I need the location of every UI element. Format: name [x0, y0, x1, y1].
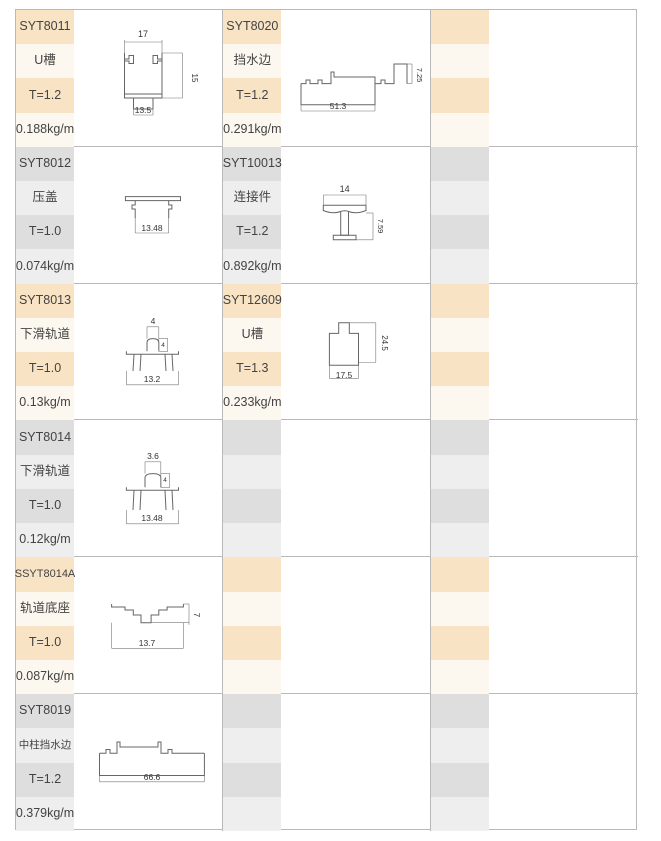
svg-text:13.2: 13.2	[144, 374, 161, 384]
svg-text:17: 17	[138, 29, 148, 39]
svg-text:24.5: 24.5	[380, 335, 389, 351]
svg-text:13.7: 13.7	[139, 638, 156, 648]
svg-text:7: 7	[192, 613, 201, 618]
svg-text:7.25: 7.25	[415, 68, 424, 83]
svg-text:15: 15	[190, 74, 199, 83]
svg-text:66.6: 66.6	[144, 772, 161, 782]
svg-text:4: 4	[161, 342, 165, 349]
svg-text:13.48: 13.48	[141, 513, 163, 523]
svg-text:7.59: 7.59	[376, 219, 385, 234]
svg-text:4: 4	[151, 316, 156, 326]
svg-text:17.5: 17.5	[336, 370, 353, 380]
svg-text:51.3: 51.3	[330, 101, 347, 111]
svg-text:4: 4	[163, 477, 167, 484]
svg-text:13.48: 13.48	[141, 223, 163, 233]
svg-text:13.5: 13.5	[135, 105, 152, 115]
svg-text:3.6: 3.6	[147, 451, 159, 461]
svg-text:14: 14	[340, 184, 350, 194]
